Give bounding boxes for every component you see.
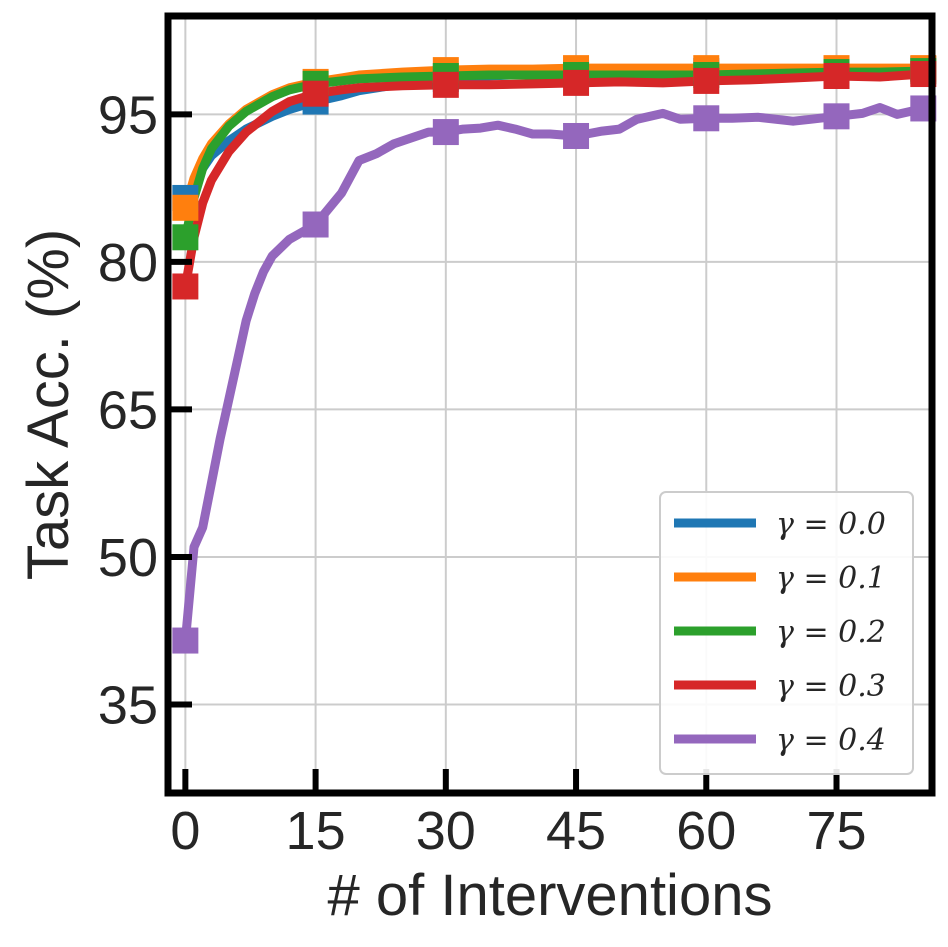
series-marker-4-x30: [432, 119, 459, 146]
legend-label-4: γ = 0.4: [776, 723, 886, 758]
legend-label-0: γ = 0.0: [776, 507, 886, 542]
series-marker-2-x0: [172, 224, 199, 251]
legend-label-3: γ = 0.3: [776, 669, 886, 704]
y-tick-label-95: 95: [98, 85, 158, 145]
series-line-2: [180, 66, 928, 242]
x-tick-label-60: 60: [676, 801, 736, 861]
series-line-4: [180, 103, 928, 646]
legend-label-1: γ = 0.1: [776, 561, 886, 596]
series-marker-3-x15: [302, 80, 329, 107]
series-layer: [180, 63, 928, 646]
series-marker-3-x0: [172, 273, 199, 300]
x-tick-label-30: 30: [416, 801, 476, 861]
series-line-3: [180, 69, 928, 291]
series-marker-4-x45: [563, 122, 590, 149]
legend-label-2: γ = 0.2: [776, 615, 886, 650]
x-tick-label-0: 0: [170, 801, 200, 861]
y-tick-label-35: 35: [98, 675, 158, 735]
x-axis-label: # of Interventions: [328, 863, 773, 928]
y-tick-label-65: 65: [98, 380, 158, 440]
series-marker-4-x0: [172, 627, 199, 654]
series-marker-3-x45: [563, 69, 590, 96]
legend-box: [659, 491, 914, 775]
series-marker-4-x15: [302, 211, 329, 238]
plot-frame: [164, 12, 936, 797]
series-marker-4-x75: [823, 103, 850, 130]
y-tick-label-50: 50: [98, 528, 158, 588]
series-marker-3-x75: [823, 62, 850, 89]
y-axis-label: Task Acc. (%): [16, 229, 81, 580]
x-tick-label-75: 75: [806, 801, 866, 861]
tick-layer: 0 15 30 45 60 75 35 50 65 80 95: [98, 85, 867, 861]
grid-layer: [168, 16, 932, 793]
x-tick-label-15: 15: [286, 801, 346, 861]
legend: γ = 0.0 γ = 0.1 γ = 0.2 γ = 0.3 γ = 0.4: [659, 491, 914, 775]
series-marker-1-x0: [172, 194, 199, 221]
y-tick-label-80: 80: [98, 233, 158, 293]
series-marker-4-x60: [693, 105, 720, 132]
x-tick-label-45: 45: [546, 801, 606, 861]
series-marker-3-x60: [693, 67, 720, 94]
series-marker-3-x30: [432, 71, 459, 98]
